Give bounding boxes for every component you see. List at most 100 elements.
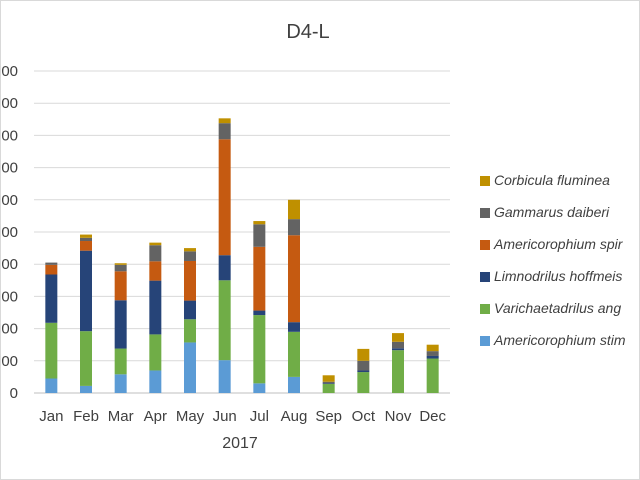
- bar-segment: [114, 264, 127, 272]
- bar-segment: [45, 322, 58, 379]
- bar-segment: [357, 360, 370, 371]
- bar-segment: [80, 237, 92, 242]
- bar-segment: [218, 280, 231, 361]
- bar-segment: [426, 344, 439, 352]
- x-tick-label: Jan: [39, 408, 63, 425]
- y-tick-label: 00: [1, 127, 18, 144]
- legend-swatch: [480, 304, 490, 314]
- bar-segment: [357, 348, 370, 361]
- bar-segment: [253, 383, 266, 393]
- bar-segment: [253, 315, 266, 384]
- bar-segment: [184, 319, 196, 343]
- y-tick-label: 00: [1, 321, 18, 338]
- bar-segment: [426, 358, 439, 393]
- bar-segment: [288, 322, 300, 332]
- x-tick-label: Oct: [352, 408, 376, 425]
- bar-segment: [114, 300, 127, 349]
- bar-segment: [45, 274, 58, 323]
- bar-segment: [149, 334, 162, 371]
- bar-segment: [80, 241, 92, 251]
- bar-segment: [114, 348, 127, 375]
- x-tick-label: Dec: [419, 408, 446, 425]
- bar-segment: [288, 376, 300, 393]
- bar-segment: [253, 224, 266, 247]
- x-tick-label: Apr: [144, 408, 167, 425]
- bar-segment: [357, 372, 370, 393]
- bar-segment: [184, 260, 196, 301]
- x-tick-label: Feb: [73, 408, 99, 425]
- legend-swatch: [480, 208, 490, 218]
- y-tick-label: 00: [1, 192, 18, 209]
- gridlines: [34, 70, 450, 394]
- bar-segment: [114, 271, 127, 301]
- bar-segment: [392, 341, 404, 349]
- bar-segment: [80, 385, 92, 393]
- bar-segment: [80, 234, 92, 238]
- bar-segment: [218, 123, 231, 140]
- bar-segment: [288, 235, 300, 323]
- bar-segment: [114, 263, 127, 265]
- bar-segment: [45, 262, 58, 265]
- bar-segment: [149, 245, 162, 262]
- bar-segment: [392, 350, 404, 393]
- x-tick-label: Sep: [315, 408, 342, 425]
- chart-title: D4-L: [286, 21, 330, 43]
- legend-label: Limnodrilus hoffmeis: [494, 268, 623, 284]
- legend-swatch: [480, 176, 490, 186]
- legend-swatch: [480, 336, 490, 346]
- bar-segment: [114, 374, 127, 393]
- y-tick-label: 00: [1, 224, 18, 241]
- bar-segment: [288, 219, 300, 236]
- y-tick-label: 0: [10, 385, 18, 402]
- legend-swatch: [480, 240, 490, 250]
- bar-segment: [218, 118, 231, 124]
- bar-segment: [322, 383, 335, 393]
- legend-label: Corbicula fluminea: [494, 172, 610, 188]
- bar-segment: [253, 221, 266, 225]
- bar-segment: [45, 378, 58, 393]
- bar-segment: [80, 331, 92, 386]
- x-tick-label: Nov: [385, 408, 412, 425]
- bar-segment: [322, 375, 335, 382]
- bar-segment: [426, 355, 439, 359]
- x-tick-label: Mar: [108, 408, 134, 425]
- bar-segment: [392, 348, 404, 351]
- x-axis-label: 2017: [222, 435, 258, 452]
- bar-segment: [184, 248, 196, 252]
- bar-segment: [149, 370, 162, 393]
- legend-swatch: [480, 272, 490, 282]
- bar-segment: [253, 310, 266, 316]
- legend-label: Gammarus daiberi: [494, 204, 610, 220]
- bar-segment: [80, 250, 92, 332]
- bar-segment: [218, 360, 231, 393]
- y-tick-label: 00: [1, 63, 18, 80]
- bars: [45, 118, 439, 393]
- bar-segment: [184, 342, 196, 393]
- bar-segment: [253, 246, 266, 311]
- legend-label: Americorophium stim: [494, 332, 626, 348]
- legend-label: Varichaetadrilus ang: [494, 300, 622, 316]
- x-tick-label: Jul: [250, 408, 269, 425]
- y-tick-label: 00: [1, 288, 18, 305]
- y-tick-label: 00: [1, 256, 18, 273]
- bar-segment: [218, 255, 231, 281]
- bar-segment: [149, 242, 162, 246]
- bar-segment: [149, 261, 162, 281]
- bar-segment: [45, 264, 58, 275]
- bar-segment: [426, 351, 439, 356]
- bar-segment: [184, 251, 196, 261]
- bar-segment: [288, 331, 300, 377]
- bar-segment: [322, 381, 335, 384]
- x-tick-label: Jun: [213, 408, 237, 425]
- bar-segment: [218, 139, 231, 256]
- bar-segment: [288, 199, 300, 220]
- bar-segment: [322, 383, 335, 384]
- legend-label: Americorophium spir: [494, 236, 623, 252]
- y-tick-label: 00: [1, 353, 18, 370]
- y-tick-label: 00: [1, 95, 18, 112]
- x-tick-label: May: [176, 408, 205, 425]
- x-tick-labels: Jan Feb Mar Apr May Jun Jul Aug Sep Oct Nov Dec: [39, 408, 446, 425]
